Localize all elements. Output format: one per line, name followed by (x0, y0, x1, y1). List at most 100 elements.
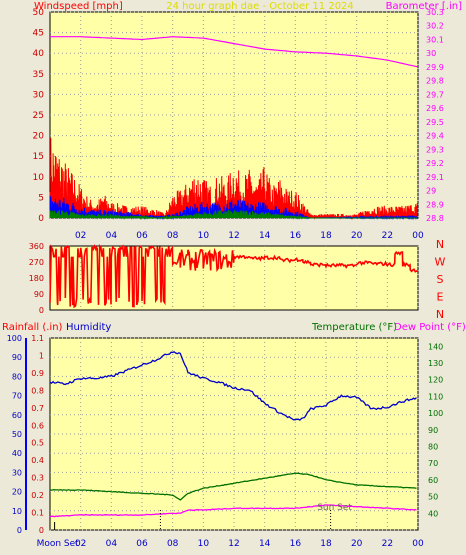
temp-y-tick-label: 140 (428, 342, 443, 351)
direction-compass-label: W (435, 256, 446, 269)
direction-compass-label: N (436, 238, 444, 251)
moon-set-label: Moon Set (37, 539, 80, 549)
wind-y-tick-label: 0 (38, 214, 44, 224)
humidity-y-tick-label: 90 (12, 353, 22, 362)
barometer-y-tick-label: 30 (426, 49, 436, 58)
wind-y-tick-label: 20 (33, 132, 45, 142)
temp-y-tick-label: 50 (428, 493, 438, 502)
barometer-y-tick-label: 29.6 (426, 104, 444, 113)
direction-y-tick-label: 0 (39, 306, 44, 315)
lower-x-tick-label: 14 (259, 539, 271, 549)
rain-y-tick-label: 0.4 (31, 456, 44, 465)
rain-y-tick-label: 0.9 (31, 369, 44, 378)
lower-x-tick-label: 08 (167, 539, 179, 549)
temperature-title: Temperature (°F) (311, 322, 397, 333)
rain-y-tick-label: 1 (39, 351, 44, 360)
wind-x-tick-label: 02 (75, 231, 86, 241)
barometer-title: Barometer [.in] (386, 1, 462, 12)
rain-y-tick-label: 0 (39, 526, 44, 535)
sun-set-label: Sun Set (317, 503, 352, 513)
temp-y-tick-label: 110 (428, 392, 443, 401)
temp-y-tick-label: 60 (428, 476, 438, 485)
barometer-y-tick-label: 28.8 (426, 214, 444, 223)
humidity-title: Humidity (66, 322, 111, 333)
direction-y-tick-label: 90 (34, 290, 44, 299)
wind-y-tick-label: 15 (33, 152, 44, 162)
chart-title: 24 hour graph dae - October 11 2024 (166, 1, 354, 12)
temp-y-tick-label: 120 (428, 376, 443, 385)
barometer-y-tick-label: 29 (426, 187, 436, 196)
temp-y-tick-label: 90 (428, 426, 438, 435)
wind-x-tick-label: 08 (167, 231, 179, 241)
wind-x-tick-label: 20 (351, 231, 363, 241)
barometer-y-tick-label: 30.2 (426, 22, 444, 31)
wind-x-tick-label: 06 (136, 231, 148, 241)
rain-y-tick-label: 1.1 (31, 334, 44, 343)
wind-y-tick-label: 25 (33, 111, 44, 121)
temp-y-tick-label: 130 (428, 359, 443, 368)
direction-line (49, 243, 419, 309)
temp-y-tick-label: 40 (428, 509, 438, 518)
rain-y-tick-label: 0.2 (31, 491, 44, 500)
series-temperature (49, 472, 417, 501)
barometer-line (50, 36, 419, 68)
series-dew-point (49, 504, 417, 518)
direction-y-tick-label: 180 (29, 274, 44, 283)
wind-x-tick-label: 18 (320, 231, 332, 241)
rain-y-tick-label: 0.1 (31, 509, 44, 518)
barometer-y-tick-label: 29.8 (426, 77, 444, 86)
barometer-y-tick-label: 28.9 (426, 200, 444, 209)
direction-y-tick-label: 270 (29, 258, 44, 267)
rain-y-tick-label: 0.3 (31, 474, 44, 483)
temp-y-tick-label: 70 (428, 459, 438, 468)
wind-x-tick-label: 10 (198, 231, 210, 241)
lower-x-tick-label: 12 (228, 539, 239, 549)
wind-y-tick-label: 45 (33, 29, 44, 39)
rainfall-title: Rainfall (.in) (2, 322, 63, 333)
barometer-y-tick-label: 29.7 (426, 90, 444, 99)
rain-y-tick-label: 0.8 (31, 386, 44, 395)
wind-title: Windspeed [mph] (34, 1, 123, 12)
lower-x-tick-label: 20 (351, 539, 363, 549)
wind-x-tick-label: 04 (106, 231, 118, 241)
series-humidity (49, 351, 417, 421)
lower-x-tick-label: 10 (198, 539, 210, 549)
humidity-y-tick-label: 80 (12, 372, 22, 381)
wind-y-tick-label: 30 (33, 90, 45, 100)
barometer-y-tick-label: 30.1 (426, 35, 444, 44)
wind-y-tick-label: 5 (38, 193, 44, 203)
barometer-y-tick-label: 29.9 (426, 63, 444, 72)
direction-compass-label: N (436, 308, 444, 321)
temp-y-tick-label: 80 (428, 443, 438, 452)
barometer-y-tick-label: 29.4 (426, 132, 444, 141)
lower-x-tick-label: 18 (320, 539, 332, 549)
wind-x-tick-label: 00 (412, 231, 424, 241)
temp-y-tick-label: 100 (428, 409, 443, 418)
barometer-y-tick-label: 29.2 (426, 159, 444, 168)
barometer-y-tick-label: 29.5 (426, 118, 444, 127)
humidity-y-tick-label: 70 (12, 392, 22, 401)
direction-compass-label: E (437, 291, 444, 304)
humidity-y-tick-label: 10 (12, 507, 22, 516)
humidity-y-tick-label: 0 (17, 526, 22, 535)
rain-y-tick-label: 0.7 (31, 404, 44, 413)
lower-x-tick-label: 04 (106, 539, 118, 549)
wind-y-tick-label: 35 (33, 70, 44, 80)
barometer-y-tick-label: 29.3 (426, 145, 444, 154)
humidity-y-tick-label: 30 (12, 468, 22, 477)
barometer-y-tick-label: 30.3 (426, 8, 444, 17)
lower-x-tick-label: 02 (75, 539, 86, 549)
lower-x-tick-label: 16 (290, 539, 302, 549)
wind-x-tick-label: 22 (382, 231, 393, 241)
lower-x-tick-label: 00 (412, 539, 424, 549)
direction-compass-label: S (437, 273, 444, 286)
wind-x-tick-label: 12 (228, 231, 239, 241)
barometer-y-tick-label: 29.1 (426, 173, 444, 182)
dewpoint-title: Dew Point (°F) (394, 322, 466, 333)
lower-x-tick-label: 22 (382, 539, 393, 549)
humidity-y-tick-label: 50 (12, 430, 22, 439)
wind-y-tick-label: 50 (33, 8, 45, 18)
wind-y-tick-label: 40 (33, 49, 45, 59)
